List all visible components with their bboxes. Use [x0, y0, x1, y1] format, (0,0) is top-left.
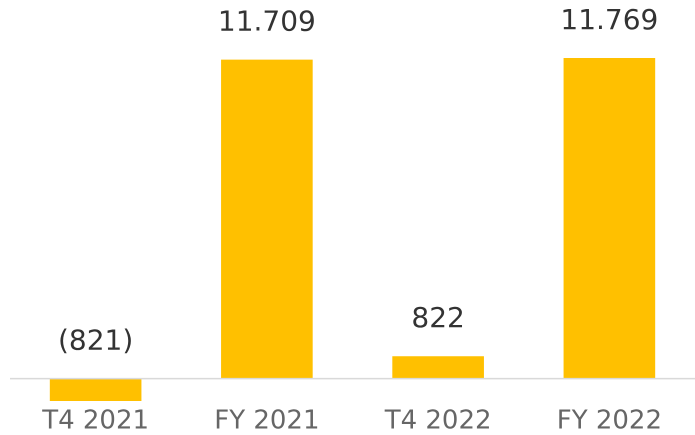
- bar: [392, 356, 484, 379]
- x-tick-label: T4 2021: [41, 406, 149, 435]
- data-label: 11.709: [218, 5, 316, 38]
- x-tick-label: FY 2021: [214, 406, 319, 435]
- data-label: 822: [411, 301, 464, 334]
- bar: [221, 59, 313, 379]
- x-tick-label: FY 2022: [557, 406, 662, 435]
- data-label: 11.769: [560, 3, 658, 36]
- bar: [49, 378, 142, 401]
- data-label: (821): [58, 324, 133, 357]
- bar: [563, 58, 656, 379]
- x-tick-label: T4 2022: [384, 406, 492, 435]
